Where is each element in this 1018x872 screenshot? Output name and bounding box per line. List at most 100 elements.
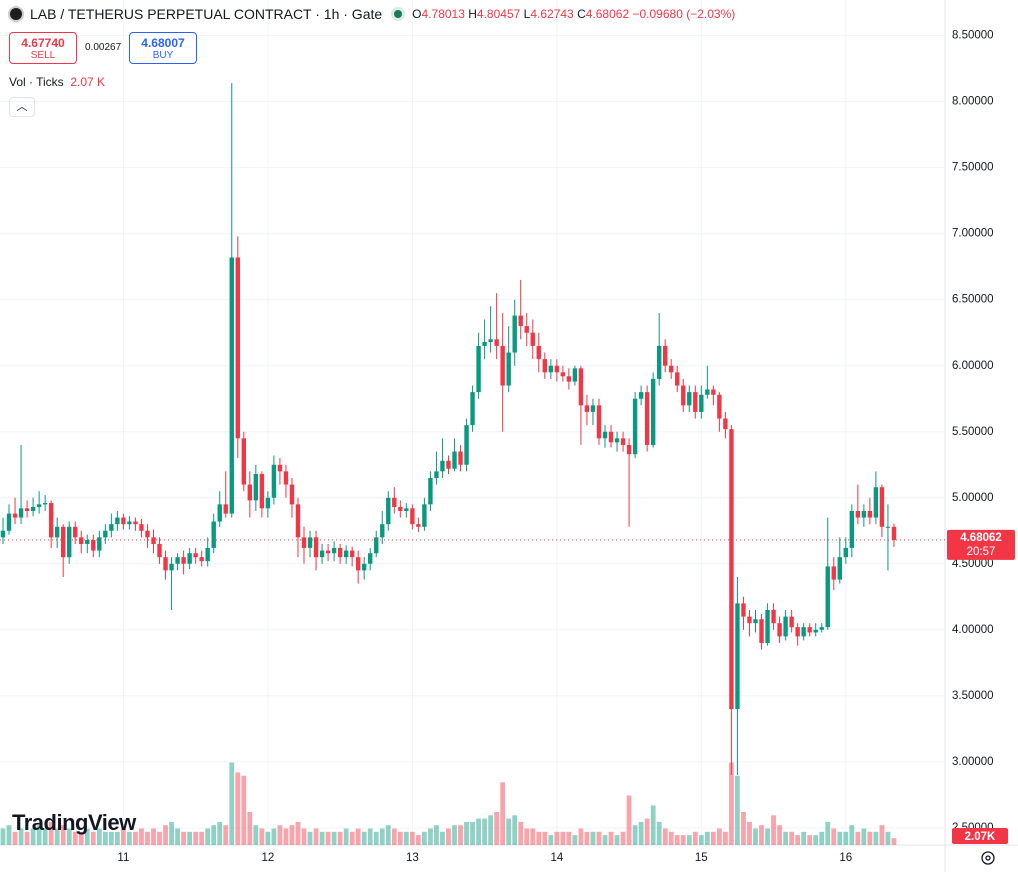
candle-body: [819, 627, 824, 630]
volume-bar: [885, 831, 891, 845]
volume-bar: [349, 831, 355, 845]
volume-bar: [873, 831, 879, 845]
volume-bar: [265, 831, 271, 845]
candle-body: [205, 547, 210, 562]
candle-body: [277, 464, 283, 472]
volume-bar: [199, 831, 205, 845]
candle-body: [428, 477, 433, 505]
symbol-title[interactable]: LAB / TETHERUS PERPETUAL CONTRACT · 1h ·…: [30, 6, 383, 22]
market-status: [394, 10, 403, 18]
volume-bar: [259, 828, 265, 845]
volume-bar: [560, 831, 566, 845]
volume-bar: [18, 828, 24, 845]
candle-body: [663, 345, 668, 366]
collapse-button[interactable]: ︿: [9, 97, 35, 117]
candle-body: [145, 530, 150, 538]
buy-price: 4.68007: [141, 36, 185, 50]
ohlc-value: 4.78013: [421, 7, 465, 21]
volume-bar: [90, 831, 96, 845]
candle-body: [867, 510, 873, 518]
volume-bar: [331, 831, 337, 845]
volume-bar: [337, 831, 343, 845]
volume-bar: [620, 831, 626, 845]
candle-body: [241, 438, 246, 485]
ohlc-label: H: [468, 7, 477, 21]
candle-body: [121, 517, 126, 525]
candle-body: [362, 563, 367, 571]
candle-body: [578, 368, 584, 406]
volume-bar: [121, 828, 126, 845]
x-tick-label: 14: [550, 852, 563, 864]
candle-body: [699, 394, 704, 412]
candle-body: [247, 484, 253, 501]
volume-bar: [175, 828, 180, 845]
candle-body: [18, 508, 24, 518]
candle-body: [115, 517, 120, 525]
candle-body: [289, 484, 295, 505]
ohlc-label: O: [412, 7, 422, 21]
volume-bar: [692, 831, 698, 845]
candle-body: [687, 392, 692, 406]
candle-body: [458, 451, 463, 465]
candle-body: [494, 339, 499, 346]
y-tick-label: 8.50000: [952, 30, 994, 42]
volume-bar: [891, 838, 897, 845]
volume-bar: [78, 831, 84, 845]
candle-body: [392, 497, 397, 507]
candle-body: [620, 438, 626, 445]
candle-body: [626, 444, 632, 455]
x-tick-label: 16: [839, 852, 852, 864]
buy-button[interactable]: 4.68007 BUY: [129, 32, 197, 64]
candle-body: [295, 504, 301, 538]
sell-price: 4.67740: [21, 36, 65, 50]
volume-bar: [72, 831, 78, 845]
x-tick-label: 12: [261, 852, 274, 864]
candle-body: [843, 547, 848, 558]
y-tick-label: 3.00000: [952, 756, 994, 768]
volume-bar: [373, 831, 379, 845]
candle-body: [596, 405, 602, 439]
volume-bar: [247, 812, 253, 845]
volume-bar: [446, 828, 451, 845]
volume-bar: [741, 812, 746, 845]
x-tick-label: 13: [406, 852, 419, 864]
candle-body: [711, 389, 716, 395]
volume-bar: [127, 831, 132, 845]
candle-body: [319, 550, 325, 558]
volume-bar: [397, 831, 403, 845]
candle-body: [638, 392, 644, 399]
candle-body: [464, 425, 469, 465]
volume-bar: [96, 828, 102, 845]
volume-bar: [229, 762, 235, 845]
candle-body: [669, 365, 674, 373]
volume-bar: [783, 831, 788, 845]
candle-body: [12, 513, 18, 518]
candle-body: [518, 315, 523, 327]
volume-bar: [253, 825, 259, 845]
candle-body: [61, 526, 66, 558]
candle-body: [632, 398, 638, 455]
volume-bar: [861, 828, 867, 845]
volume-bar: [867, 831, 873, 845]
volume-bar: [536, 831, 542, 845]
volume-bar: [157, 831, 162, 845]
candle-body: [187, 553, 192, 564]
candle-body: [271, 464, 277, 498]
candle-body: [584, 405, 590, 412]
candle-body: [139, 524, 144, 531]
volume-bar: [831, 828, 837, 845]
candle-body: [482, 341, 487, 346]
candle-body: [656, 345, 662, 379]
volume-bar: [524, 828, 530, 845]
candle-body: [355, 557, 361, 571]
candle-body: [747, 616, 752, 624]
candle-body: [783, 616, 788, 637]
sell-button[interactable]: 4.67740 SELL: [9, 32, 77, 64]
candle-body: [386, 497, 391, 525]
volume-bar: [30, 828, 36, 845]
candle-body: [831, 566, 836, 580]
volume-bar: [139, 828, 144, 845]
candle-body: [73, 526, 78, 538]
candle-body: [97, 537, 102, 551]
